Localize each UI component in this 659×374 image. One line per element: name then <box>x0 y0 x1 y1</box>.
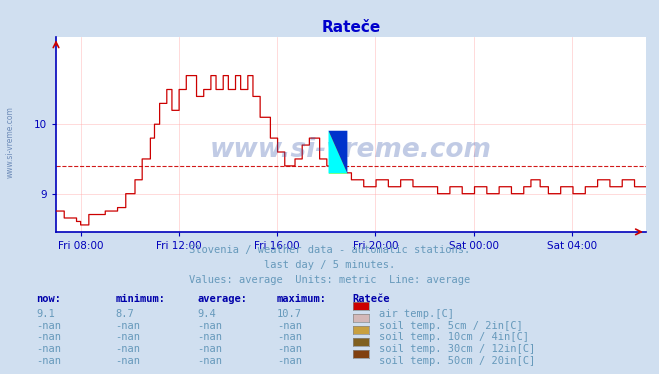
Text: -nan: -nan <box>115 321 140 331</box>
Text: soil temp. 10cm / 4in[C]: soil temp. 10cm / 4in[C] <box>379 332 529 343</box>
Text: -nan: -nan <box>198 321 223 331</box>
Text: -nan: -nan <box>115 332 140 343</box>
Text: 9.1: 9.1 <box>36 309 55 319</box>
Text: 8.7: 8.7 <box>115 309 134 319</box>
Text: now:: now: <box>36 294 61 304</box>
Text: air temp.[C]: air temp.[C] <box>379 309 454 319</box>
Text: -nan: -nan <box>198 332 223 343</box>
Text: -nan: -nan <box>36 332 61 343</box>
Text: -nan: -nan <box>36 321 61 331</box>
Text: -nan: -nan <box>115 356 140 367</box>
Text: 9.4: 9.4 <box>198 309 216 319</box>
Text: Slovenia / weather data - automatic stations.: Slovenia / weather data - automatic stat… <box>189 245 470 255</box>
Bar <box>328 131 347 174</box>
Text: -nan: -nan <box>277 321 302 331</box>
Text: soil temp. 30cm / 12in[C]: soil temp. 30cm / 12in[C] <box>379 344 535 355</box>
Text: -nan: -nan <box>277 332 302 343</box>
Text: -nan: -nan <box>277 344 302 355</box>
Text: maximum:: maximum: <box>277 294 327 304</box>
Polygon shape <box>328 131 347 174</box>
Polygon shape <box>328 131 347 174</box>
Text: -nan: -nan <box>115 344 140 355</box>
Text: soil temp. 50cm / 20in[C]: soil temp. 50cm / 20in[C] <box>379 356 535 367</box>
Text: soil temp. 5cm / 2in[C]: soil temp. 5cm / 2in[C] <box>379 321 523 331</box>
Title: Rateče: Rateče <box>322 20 380 35</box>
Text: www.si-vreme.com: www.si-vreme.com <box>210 137 492 163</box>
Text: -nan: -nan <box>36 344 61 355</box>
Text: -nan: -nan <box>198 344 223 355</box>
Text: average:: average: <box>198 294 248 304</box>
Text: minimum:: minimum: <box>115 294 165 304</box>
Text: www.si-vreme.com: www.si-vreme.com <box>5 106 14 178</box>
Text: Values: average  Units: metric  Line: average: Values: average Units: metric Line: aver… <box>189 275 470 285</box>
Text: Rateče: Rateče <box>353 294 390 304</box>
Text: last day / 5 minutes.: last day / 5 minutes. <box>264 260 395 270</box>
Text: -nan: -nan <box>198 356 223 367</box>
Text: -nan: -nan <box>36 356 61 367</box>
Text: -nan: -nan <box>277 356 302 367</box>
Text: 10.7: 10.7 <box>277 309 302 319</box>
